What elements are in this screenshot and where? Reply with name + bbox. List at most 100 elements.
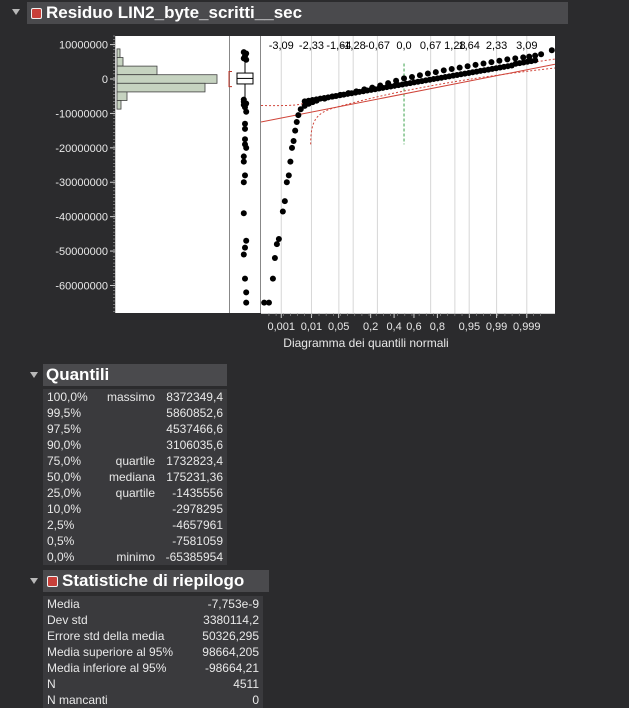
box-outlier [243,237,250,244]
box-outlier [242,125,248,132]
top-tick-label: 0,67 [420,40,441,52]
quantile-value: 8372349,4 [166,390,223,404]
quantile-point [416,72,423,79]
statistic-label: N [47,677,56,691]
quantile-point [275,236,282,243]
top-tick-label: -1,28 [341,40,366,52]
quantile-row: 50,0% mediana 175231,36 [43,469,227,485]
quantile-row: 90,0% 3106035,6 [43,437,227,453]
statistic-row: Media superiore al 95% 98664,205 [43,644,263,660]
box-outlier [243,289,250,296]
quantile-point [269,275,276,282]
quantili-header: Quantili [43,364,227,386]
statistic-value: 98664,205 [202,645,259,659]
quantile-point [520,54,527,61]
quantile-percent: 0,5% [47,534,75,548]
confidence-band-lower [310,67,556,145]
quantili-table: 100,0% massimo 8372349,4 99,5% 5860852,6 97,5… [43,389,227,565]
x-tick-label: 0,95 [459,321,480,333]
quantile-point [538,51,545,58]
quantile-percent: 50,0% [47,470,82,484]
quantile-value: 3106035,6 [166,438,223,452]
statistic-label: Errore std della media [47,629,165,643]
bottom-axis: 0,001 0,01 0,05 0,2 0,4 0,6 0,8 0,95 0,99 0,999 [261,313,555,333]
quantile-row: 97,5% 4537466,6 [43,421,227,437]
red-triangle-menu-icon[interactable] [31,7,42,19]
statistic-row: Media -7,753e-9 [43,596,263,612]
quantile-point [271,254,278,261]
quantile-point [283,179,290,186]
quantile-point [440,67,447,74]
x-tick-label: 0,4 [386,321,401,333]
x-tick-label: 0,99 [486,321,507,333]
statistic-value: 4511 [233,677,259,691]
quantile-point [295,112,302,119]
quantili-title: Quantili [46,365,110,384]
top-axis-labels: -3,09 -2,33 -1,64-1,28 -0,67 0,0 0,67 1,281,64… [269,40,538,52]
box-outlier [242,244,248,251]
quantile-point [512,55,519,62]
quantile-point [265,299,272,306]
box-outlier [243,56,250,63]
statistic-row: Dev std 3380114,2 [43,612,263,628]
statistic-value: -7,753e-9 [207,597,259,611]
y-tick-label: -40000000 [55,212,108,224]
quantile-row: 99,5% 5860852,6 [43,405,227,421]
y-tick-label: -30000000 [55,177,108,189]
quantile-value: -7581059 [172,534,223,548]
quantile-point [297,106,304,113]
histogram-bar [116,48,121,58]
red-triangle-menu-icon[interactable] [47,575,58,587]
x-tick-label: 0,05 [328,321,349,333]
box-outlier [242,275,248,282]
quantile-row: 0,0% minimo -65385954 [43,549,227,565]
histogram-bar [116,91,128,101]
quantile-percent: 0,0% [47,550,75,564]
quantile-point [496,57,503,64]
quantile-point [480,60,487,67]
quantile-percent: 100,0% [47,390,88,404]
statistic-value: 3380114,2 [203,613,259,627]
quantile-value: -65385954 [165,550,223,564]
quantile-row: 75,0% quartile 1732823,4 [43,453,227,469]
quantile-percent: 90,0% [47,438,82,452]
fit-line [260,63,556,123]
box-outlier [240,251,247,258]
top-tick-label: -3,09 [269,40,294,52]
quantile-label: quartile [115,454,155,468]
quantile-percent: 99,5% [47,406,82,420]
box-outlier [242,172,248,179]
quantile-point [261,299,268,306]
quantile-point [273,241,280,248]
collapse-triangle-icon[interactable] [30,578,38,584]
histogram-bar [116,65,158,76]
quantile-point [285,172,292,179]
box-outlier [243,144,250,151]
statistic-value: 50326,295 [202,629,259,643]
quantile-percent: 25,0% [47,486,82,500]
collapse-triangle-icon[interactable] [30,372,38,378]
x-tick-label: 0,001 [267,321,295,333]
histogram [116,48,218,110]
x-tick-label: 0,2 [363,321,378,333]
quantile-plot-area [261,36,555,313]
y-tick-label: -10000000 [55,108,108,120]
statistic-label: Media inferiore al 95% [47,661,167,675]
collapse-triangle-icon[interactable] [12,9,20,15]
statistic-label: N mancanti [47,693,108,707]
statistic-label: Dev std [47,613,88,627]
quantile-label: minimo [116,550,155,564]
box-outlier [240,158,247,165]
quantile-point [401,75,408,82]
quantile-percent: 75,0% [47,454,82,468]
y-tick-label: -60000000 [55,280,108,292]
x-axis-label: Diagramma dei quantili normali [283,336,448,350]
quantile-point [287,158,294,165]
quantile-point [504,56,511,63]
box-outlier [240,210,247,217]
x-tick-label: 0,8 [430,321,445,333]
box-outlier [243,299,250,306]
statistic-row: Media inferiore al 95% -98664,21 [43,660,263,676]
statistic-value: 0 [252,693,259,707]
histogram-bar [116,57,124,67]
